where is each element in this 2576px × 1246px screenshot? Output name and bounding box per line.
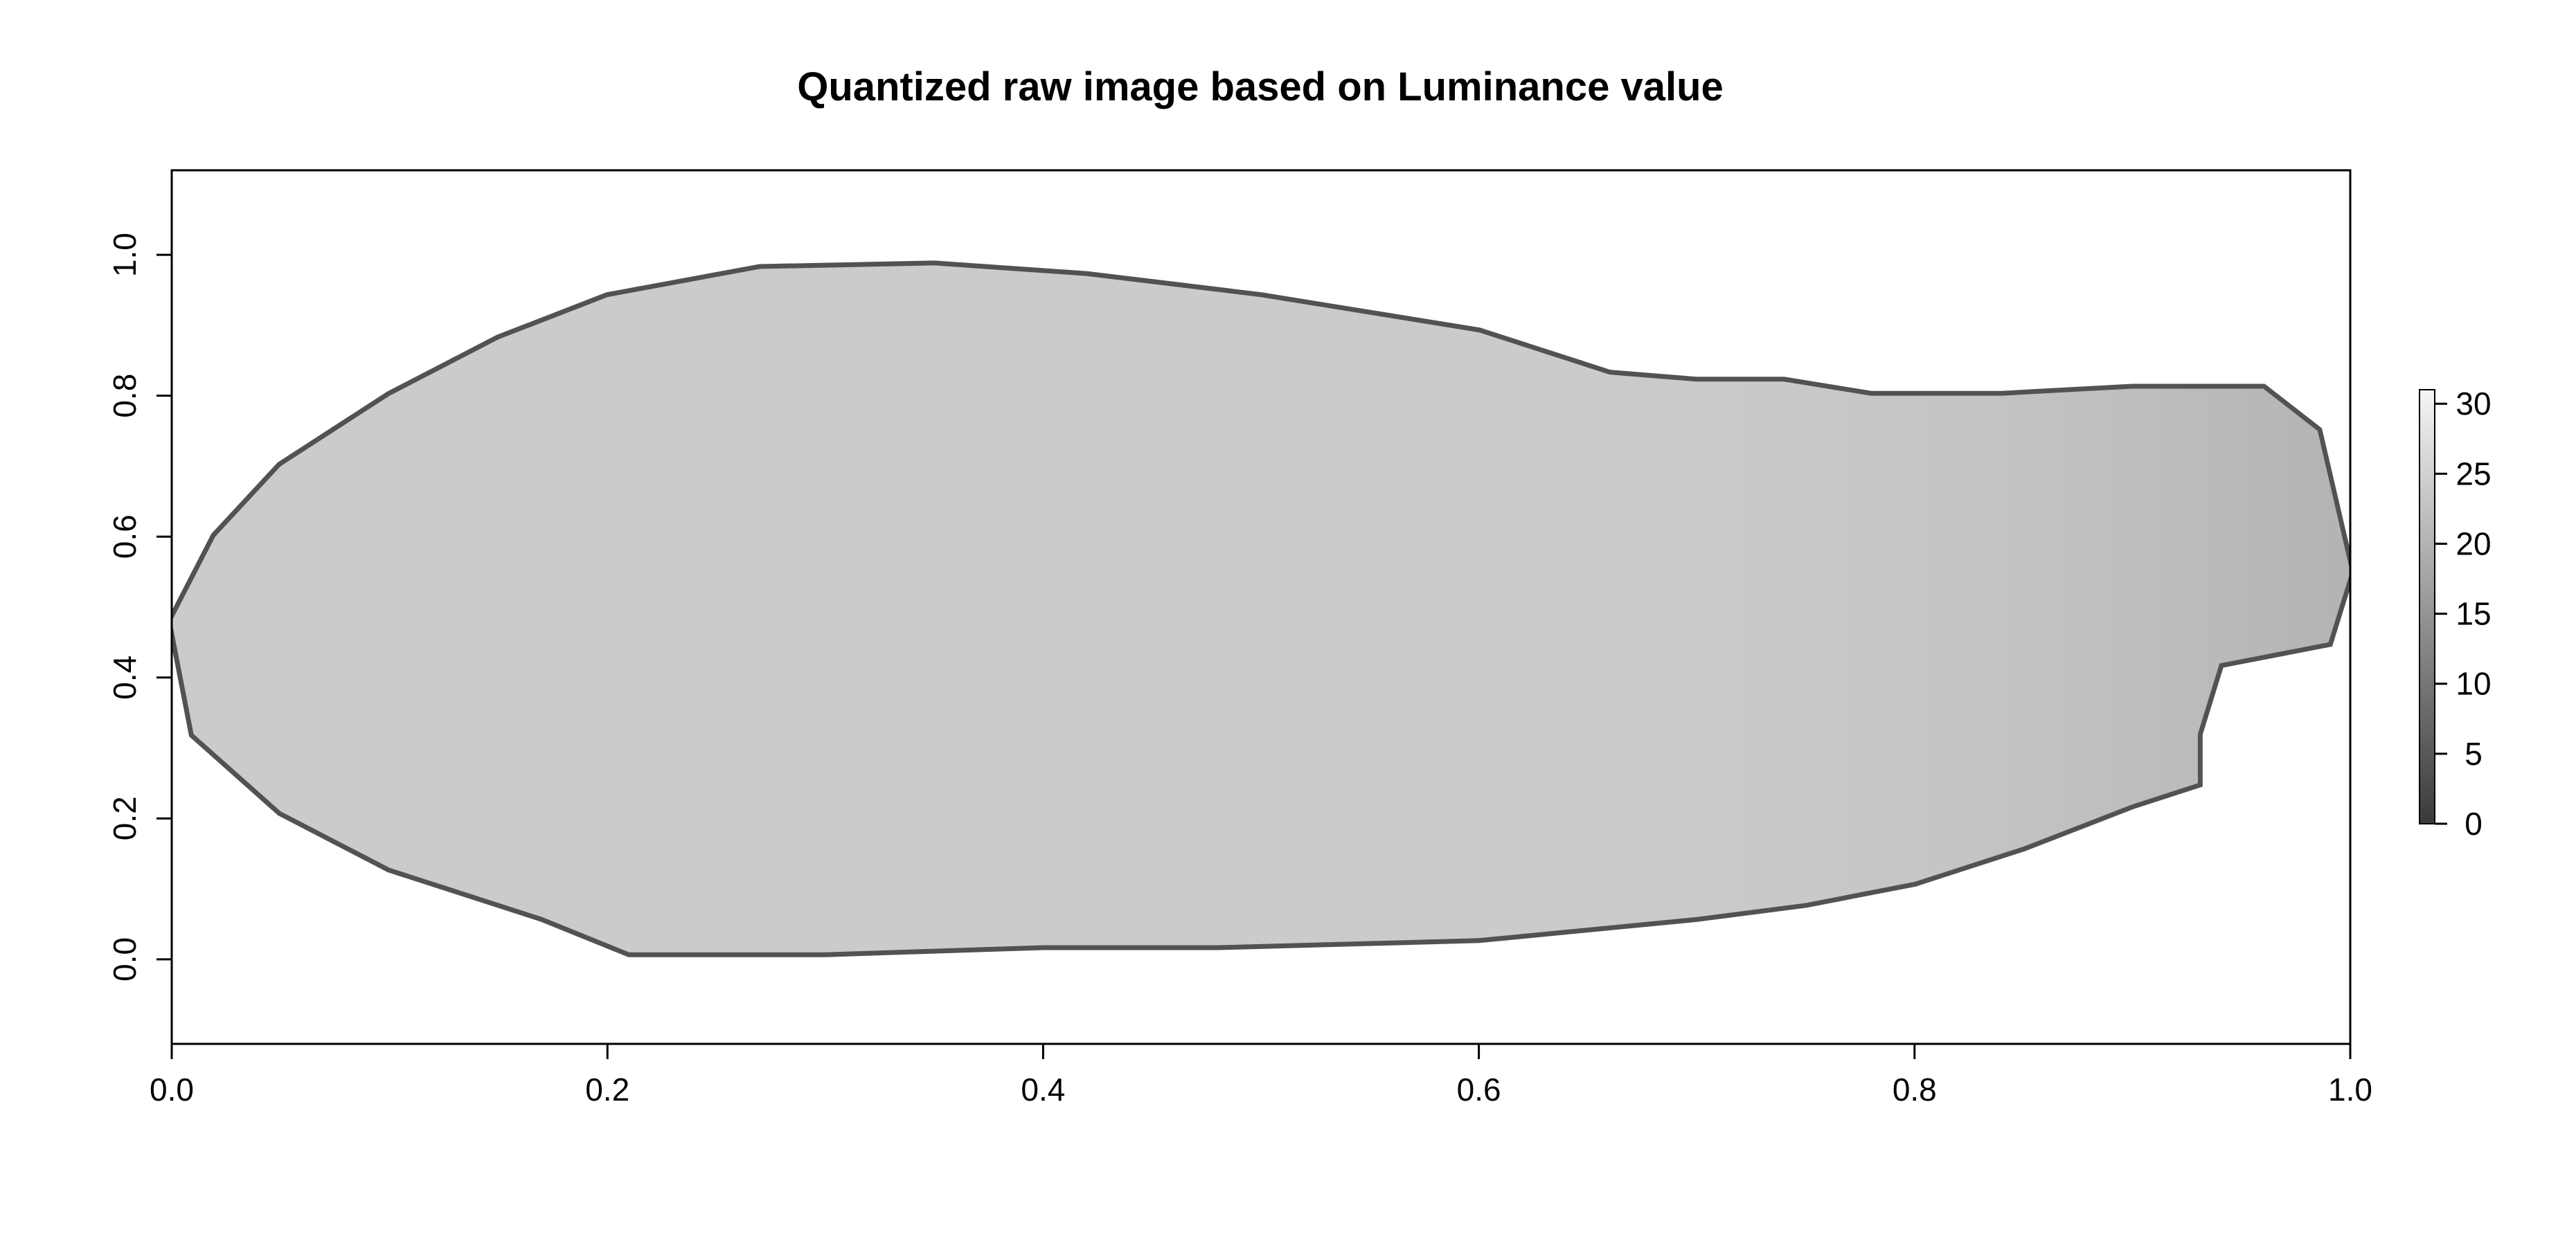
region-right-lobe	[1522, 265, 2350, 952]
colorbar-gradient	[2419, 389, 2435, 824]
chart-title: Quantized raw image based on Luminance v…	[797, 64, 1724, 109]
y-tick-label: 0.2	[107, 796, 143, 840]
y-tick-label: 0.0	[107, 937, 143, 982]
y-tick-label: 0.8	[107, 374, 143, 418]
y-tick-label: 1.0	[107, 233, 143, 277]
colorbar-tick-label: 5	[2465, 736, 2483, 772]
colorbar-tick-label: 0	[2465, 806, 2483, 842]
x-tick-label: 0.6	[1457, 1072, 1501, 1108]
colorbar-tick-label: 10	[2456, 666, 2491, 702]
colorbar-tick-label: 20	[2456, 525, 2491, 561]
y-tick-label: 0.6	[107, 514, 143, 559]
colorbar: 0 5 10 15 20 25 30	[2419, 386, 2492, 842]
x-tick-label: 0.2	[585, 1072, 629, 1108]
colorbar-tick-label: 30	[2456, 386, 2491, 422]
x-tick-label: 0.0	[150, 1072, 194, 1108]
colorbar-tick-label: 15	[2456, 596, 2491, 632]
x-axis: 0.0 0.2 0.4 0.6 0.8 1.0	[150, 1042, 2372, 1108]
y-axis: 0.0 0.2 0.4 0.6 0.8 1.0	[107, 233, 173, 982]
x-tick-label: 1.0	[2328, 1072, 2372, 1108]
x-tick-label: 0.4	[1021, 1072, 1065, 1108]
y-tick-label: 0.4	[107, 656, 143, 700]
heatmap-layer	[172, 260, 2350, 957]
colorbar-tick-label: 25	[2456, 455, 2491, 491]
x-tick-label: 0.8	[1893, 1072, 1937, 1108]
